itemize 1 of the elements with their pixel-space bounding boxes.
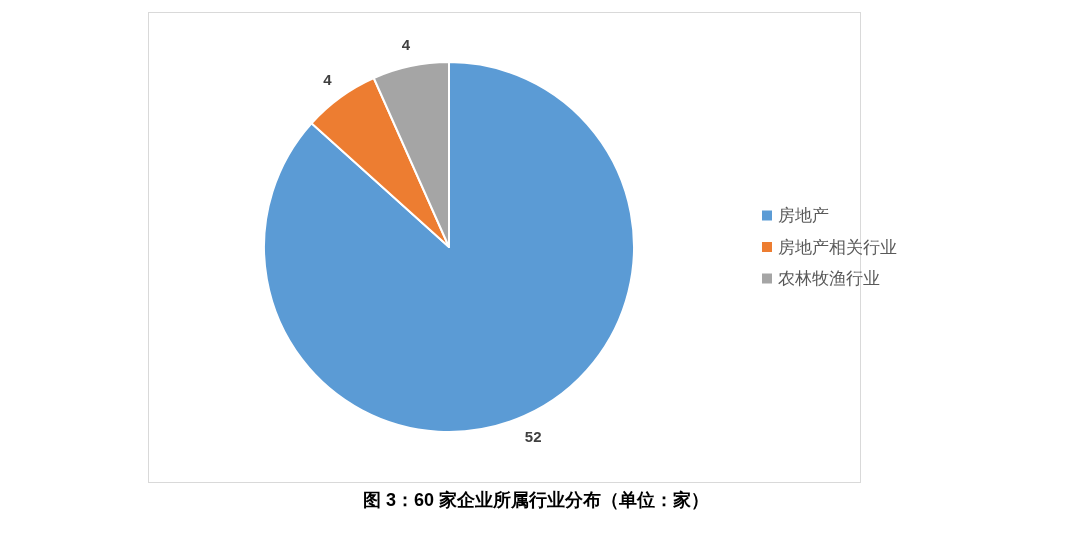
- title: 图 3：60 家企业所属行业分布（单位：家）: [363, 490, 709, 510]
